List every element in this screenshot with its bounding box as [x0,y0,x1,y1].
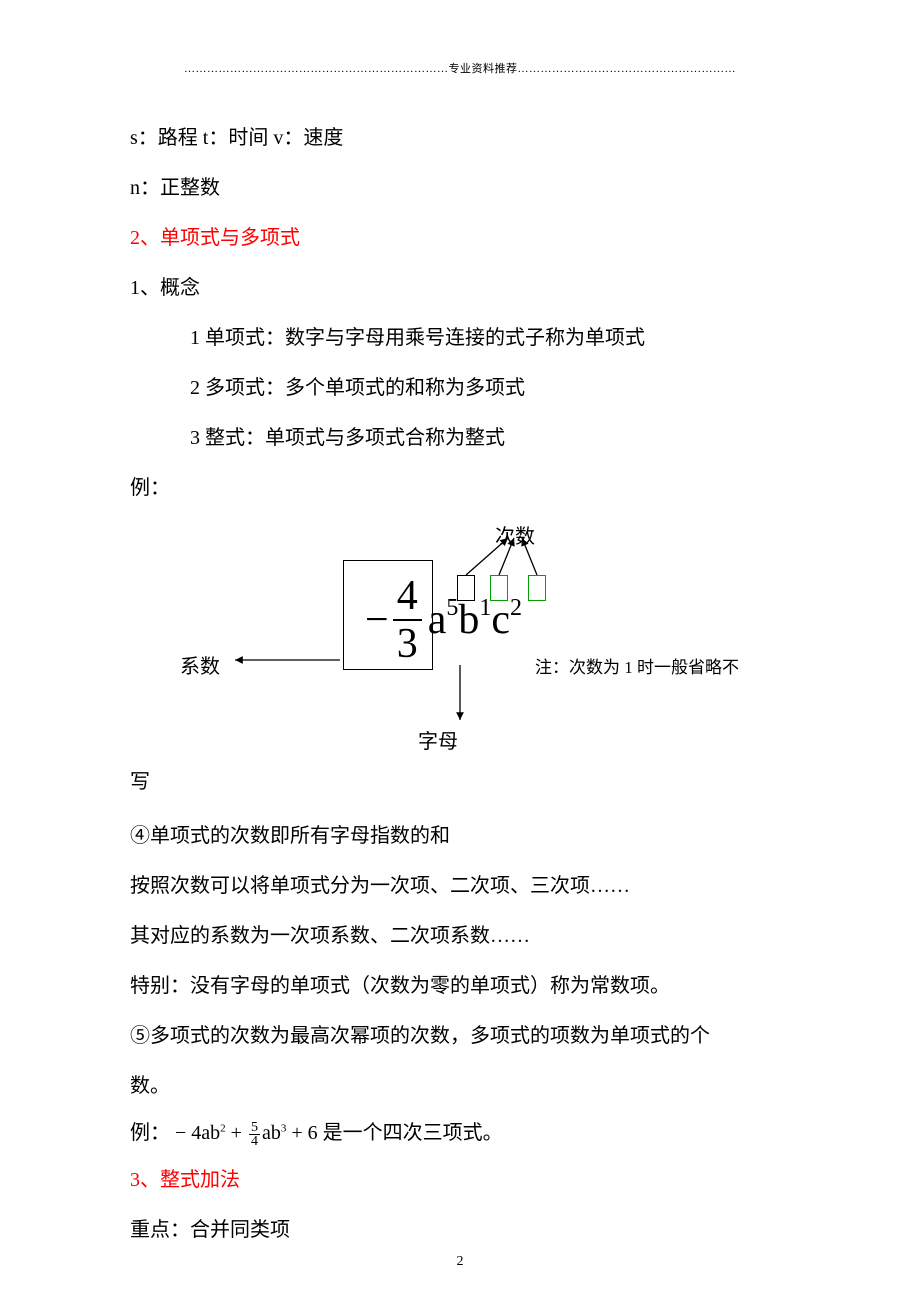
numerator: 5 [249,1121,260,1135]
plus: + [226,1122,247,1144]
text-line: s：路程 t：时间 v：速度 [130,116,790,160]
label-coefficient: 系数 [180,650,220,679]
text-line: ④单项式的次数即所有字母指数的和 [130,814,790,858]
fraction: 54 [249,1121,260,1149]
text-line: 重点：合并同类项 [130,1208,790,1252]
exponent: 1 [479,595,491,622]
list-item: 1 单项式：数字与字母用乘号连接的式子称为单项式 [130,316,790,360]
variable-c: c [491,596,510,644]
text-line: 例： [130,466,790,510]
plus6: + 6 [286,1122,317,1144]
text-line: 1、概念 [130,266,790,310]
text-line: ⑤多项式的次数为最高次幂项的次数，多项式的项数为单项式的个 [130,1014,790,1058]
header-banner: ……………………………………………………………专业资料推荐……………………………… [130,60,790,76]
numerator: 4 [393,575,422,621]
example-prefix: 例： [130,1122,170,1144]
section-heading: 2、单项式与多项式 [130,216,790,260]
example-line: 例： − 4ab2 + 54ab3 + 6 是一个四次三项式。 [130,1114,790,1152]
label-degree: 次数 [495,520,535,549]
variable-a: a [428,596,447,644]
exponent: 5 [446,595,458,622]
minus-sign: − [365,596,389,644]
variable-b: b [458,596,479,644]
text-line: n：正整数 [130,166,790,210]
text-line: 写 [130,760,790,804]
document-page: ……………………………………………………………专业资料推荐……………………………… [0,0,920,1298]
text-line: 数。 [130,1064,790,1108]
page-number: 2 [0,1254,920,1270]
label-note: 注：次数为 1 时一般省略不 [535,653,739,678]
denominator: 3 [397,621,418,665]
text-line: 按照次数可以将单项式分为一次项、二次项、三次项…… [130,864,790,908]
text-line: 特别：没有字母的单项式（次数为零的单项式）称为常数项。 [130,964,790,1008]
denominator: 4 [251,1135,258,1148]
list-item: 3 整式：单项式与多项式合称为整式 [130,416,790,460]
label-letter: 字母 [418,725,458,754]
example-suffix: 是一个四次三项式。 [323,1122,503,1144]
exponent: 2 [510,595,522,622]
section-heading: 3、整式加法 [130,1158,790,1202]
list-item: 2 多项式：多个单项式的和称为多项式 [130,366,790,410]
fraction: 4 3 [393,575,422,665]
math-term: − 4ab [175,1122,220,1144]
formula-expression: − 4 3 a 5 b 1 c 2 [365,575,522,665]
text-line: 其对应的系数为一次项系数、二次项系数…… [130,914,790,958]
box-exponent [528,575,546,601]
monomial-diagram: 次数 系数 注：次数为 1 时一般省略不 字母 − 4 3 a 5 b 1 c … [130,520,790,750]
math-term: ab [262,1122,281,1144]
